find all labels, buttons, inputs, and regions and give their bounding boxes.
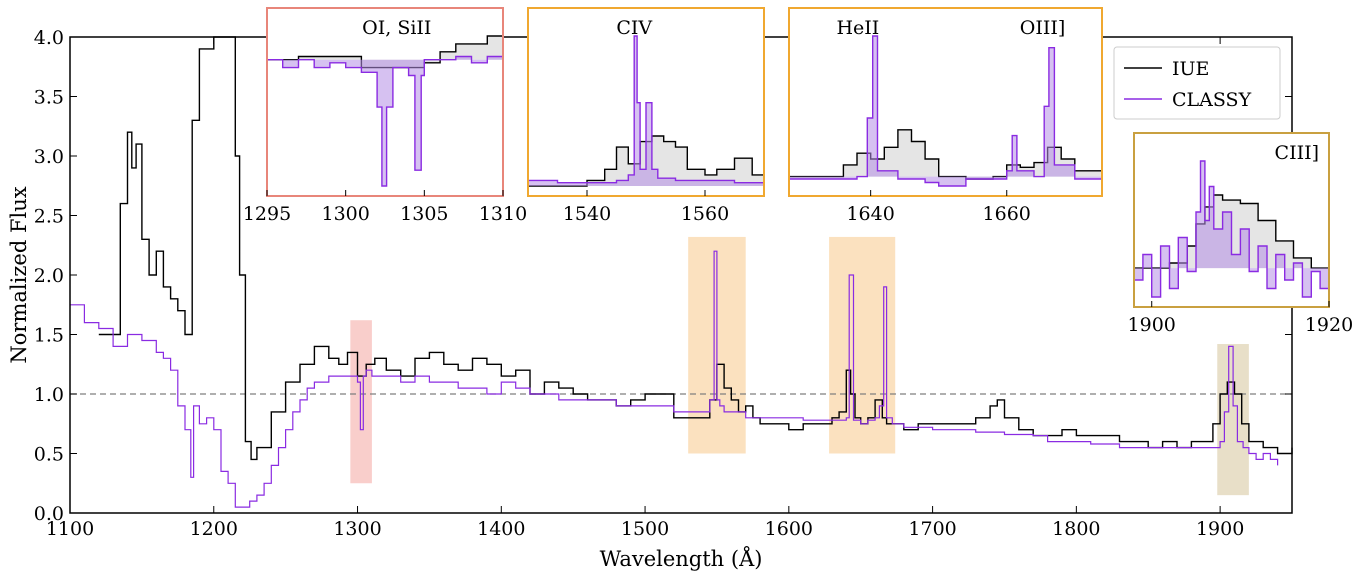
classy-line	[70, 250, 1279, 508]
iue-line	[98, 36, 1293, 461]
inset-x-tick-label: 1900	[1128, 314, 1176, 336]
x-tick-label: 1600	[765, 518, 813, 540]
legend: IUE CLASSY	[1113, 46, 1281, 120]
inset-label-oiii: OIII]	[1020, 17, 1066, 39]
inset-x-tick-label: 1540	[563, 203, 611, 225]
inset-label: OI, SiII	[362, 17, 431, 39]
y-tick-label: 2.5	[34, 206, 64, 228]
y-tick-label: 1.0	[34, 384, 64, 406]
inset-frame	[1133, 132, 1330, 308]
y-axis-ticks: 0.0 0.5 1.0 1.5 2.0 2.5 3.0 3.5 4.0	[34, 27, 1292, 525]
inset-iue-line	[267, 35, 504, 69]
x-axis-label: Wavelength (Å)	[600, 546, 763, 571]
inset-classy-line	[1134, 160, 1330, 298]
y-tick-label: 0.0	[34, 503, 64, 525]
x-tick-label: 1900	[1196, 518, 1244, 540]
y-tick-label: 2.0	[34, 265, 64, 287]
inset-label: CIV	[616, 17, 652, 39]
inset-x-tick-label: 1300	[321, 203, 369, 225]
inset-frame	[266, 7, 504, 197]
y-axis-label: Normalized Flux	[7, 186, 31, 363]
inset-2: 1640 1660 HeII OIII]	[788, 7, 1103, 225]
inset-x-tick-label: 1660	[983, 203, 1031, 225]
inset-classy-line	[267, 55, 504, 187]
inset-0: 1295 1300 1305 1310 OI, SiII	[243, 7, 527, 225]
y-tick-label: 3.5	[34, 87, 64, 109]
inset-label-heii: HeII	[836, 17, 879, 39]
inset-classy-fill	[789, 36, 1102, 186]
inset-frame	[788, 7, 1103, 197]
inset-x-tick-label: 1295	[243, 203, 291, 225]
inset-x-tick-label: 1305	[400, 203, 448, 225]
y-tick-label: 1.5	[34, 325, 64, 347]
inset-classy-fill	[267, 56, 503, 186]
inset-label: CIII]	[1275, 142, 1319, 164]
legend-box	[1113, 46, 1281, 120]
x-tick-label: 1200	[190, 518, 238, 540]
inset-x-tick-label: 1560	[681, 203, 729, 225]
shaded-regions	[350, 236, 1249, 496]
inset-1: 1540 1560 CIV	[527, 7, 765, 225]
y-tick-label: 3.0	[34, 146, 64, 168]
x-tick-label: 1700	[908, 518, 956, 540]
inset-x-tick-label: 1310	[479, 203, 527, 225]
x-axis-ticks: 1100 1200 1300 1400 1500 1600 1700 1800 1900	[46, 37, 1244, 540]
inset-x-tick-label: 1920	[1305, 314, 1353, 336]
shaded-region-2	[829, 236, 896, 454]
inset-classy-line	[528, 35, 764, 184]
y-tick-label: 4.0	[34, 27, 64, 49]
legend-label-iue: IUE	[1172, 58, 1209, 80]
x-tick-label: 1400	[477, 518, 525, 540]
x-tick-label: 1800	[1052, 518, 1100, 540]
inset-3: 1900 1920 CIII]	[1128, 132, 1353, 336]
x-tick-label: 1500	[621, 518, 669, 540]
x-tick-label: 1100	[46, 518, 94, 540]
y-tick-label: 0.5	[34, 444, 64, 466]
inset-frame	[527, 7, 765, 197]
x-tick-label: 1300	[333, 518, 381, 540]
inset-iue-line	[528, 135, 765, 187]
shaded-region-0	[350, 320, 372, 484]
inset-x-tick-label: 1640	[846, 203, 894, 225]
legend-label-classy: CLASSY	[1172, 89, 1252, 111]
inset-classy-line	[789, 35, 1103, 187]
